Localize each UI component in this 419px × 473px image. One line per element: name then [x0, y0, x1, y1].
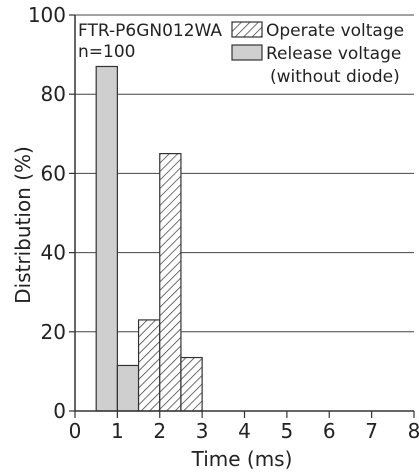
y-tick-label-40: 40	[41, 241, 66, 265]
legend-swatch-release	[231, 44, 263, 61]
legend-swatch-operate	[231, 21, 263, 38]
x-tick-label-0: 0	[69, 419, 82, 443]
y-tick-label-60: 60	[41, 161, 66, 185]
legend-label-release: Release voltage	[266, 44, 401, 64]
x-tick-label-4: 4	[238, 419, 251, 443]
x-axis-title: Time (ms)	[191, 447, 293, 471]
x-tick-label-7: 7	[365, 419, 378, 443]
x-tick-label-6: 6	[323, 419, 336, 443]
bar-operate-2	[180, 356, 203, 412]
bar-release-1	[116, 364, 140, 412]
y-tick-label-100: 100	[28, 3, 66, 27]
x-tick-label-1: 1	[111, 419, 124, 443]
x-tick-label-8: 8	[408, 419, 419, 443]
legend-label-release-note: (without diode)	[270, 67, 400, 87]
x-tick-label-5: 5	[281, 419, 294, 443]
bar-release-0	[95, 65, 118, 412]
y-tick-label-0: 0	[53, 399, 66, 423]
bar-operate-1	[159, 153, 182, 412]
y-tick-label-20: 20	[41, 320, 66, 344]
axes	[69, 14, 415, 418]
x-tick-label-2: 2	[153, 419, 166, 443]
x-tick-label-3: 3	[196, 419, 209, 443]
y-tick-label-80: 80	[41, 82, 66, 106]
model-label: FTR-P6GN012WA	[78, 21, 222, 41]
bars	[95, 65, 203, 412]
y-axis-title: Distribution (%)	[11, 146, 35, 304]
legend-label-operate: Operate voltage	[266, 21, 404, 41]
tick-labels: 0 20 40 60 80 100 0 1 2 3 4 5 6 7 8	[28, 3, 419, 443]
legend: Operate voltage Release voltage (without…	[231, 21, 404, 87]
gridlines	[75, 14, 414, 333]
bar-operate-0	[137, 319, 161, 412]
sample-count-label: n=100	[78, 42, 135, 62]
